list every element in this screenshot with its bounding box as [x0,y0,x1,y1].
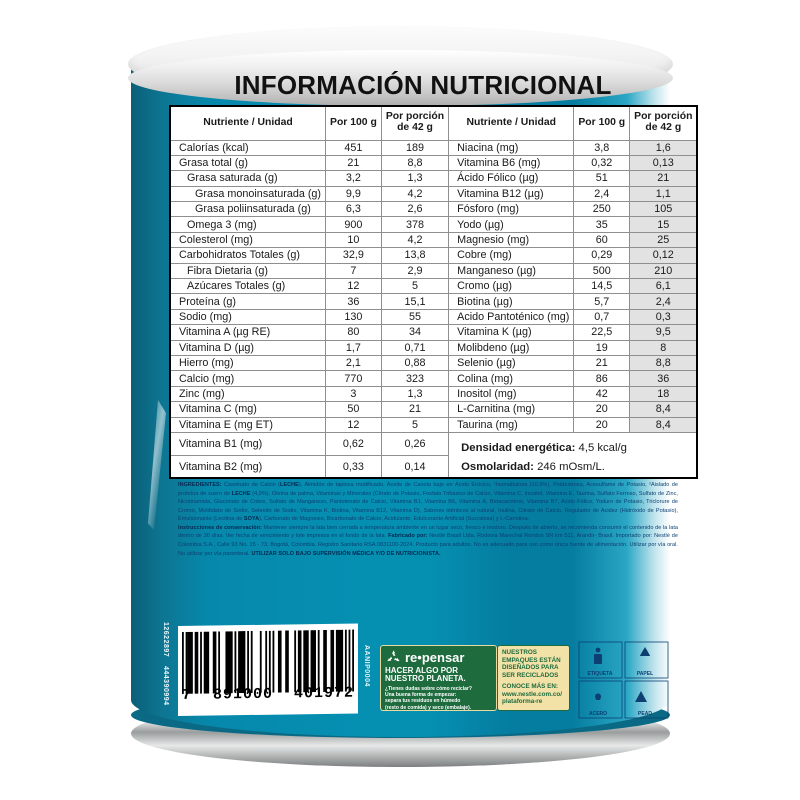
svg-text:ETIQUETA: ETIQUETA [588,671,613,677]
svg-text:PAPEL: PAPEL [637,671,653,677]
svg-text:ACERO: ACERO [589,711,607,717]
svg-text:PEAD: PEAD [638,711,652,717]
